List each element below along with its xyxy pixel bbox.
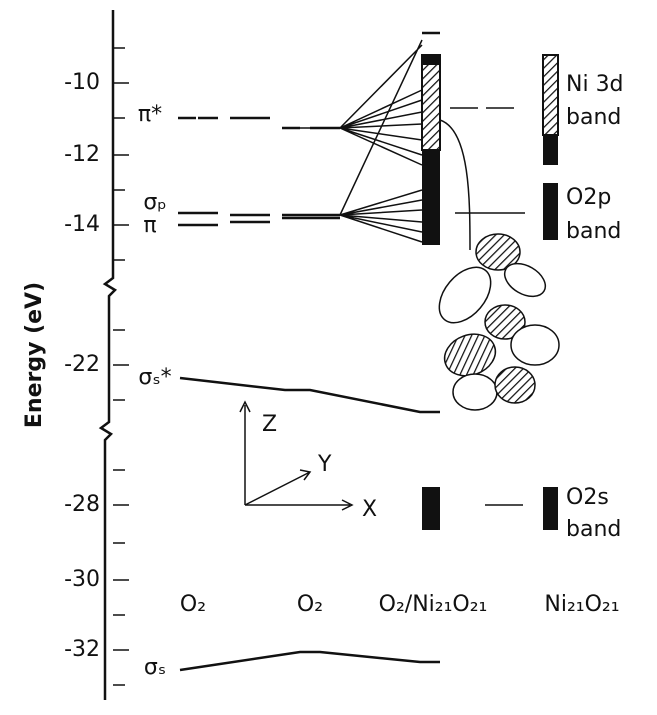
tick-label: -22 bbox=[64, 352, 100, 377]
band-word: band bbox=[566, 517, 621, 542]
bands bbox=[421, 54, 559, 530]
level-label: σₚ bbox=[143, 190, 166, 215]
column-label: O₂ bbox=[297, 592, 323, 617]
band-word: band bbox=[566, 219, 621, 244]
level-label: π bbox=[143, 213, 156, 238]
axis-letter: Z bbox=[262, 412, 277, 437]
axis-label: Energy (eV) bbox=[22, 282, 47, 428]
column-label: Ni₂₁O₂₁ bbox=[544, 592, 619, 617]
band-name: O2p bbox=[566, 185, 611, 210]
level-label: σₛ* bbox=[138, 365, 171, 390]
frame-axes bbox=[239, 400, 354, 511]
tick-label: -32 bbox=[64, 637, 100, 662]
tick-label: -28 bbox=[64, 492, 100, 517]
tick-label: -12 bbox=[64, 142, 100, 167]
band-name: Ni 3d bbox=[566, 72, 624, 97]
energy-axis bbox=[98, 10, 129, 700]
column-label: O₂ bbox=[180, 592, 206, 617]
level-label: π* bbox=[138, 102, 162, 127]
band-word: band bbox=[566, 105, 621, 130]
axis-letter: X bbox=[362, 497, 377, 522]
tick-label: -30 bbox=[64, 567, 100, 592]
band-name: O2s bbox=[566, 485, 609, 510]
column-label: O₂/Ni₂₁O₂₁ bbox=[379, 592, 488, 617]
level-label: σₛ bbox=[144, 655, 166, 680]
tick-label: -14 bbox=[64, 212, 100, 237]
levels bbox=[178, 31, 525, 672]
orbitals bbox=[438, 119, 560, 411]
axis-letter: Y bbox=[317, 452, 332, 477]
tick-label: -10 bbox=[64, 70, 100, 95]
